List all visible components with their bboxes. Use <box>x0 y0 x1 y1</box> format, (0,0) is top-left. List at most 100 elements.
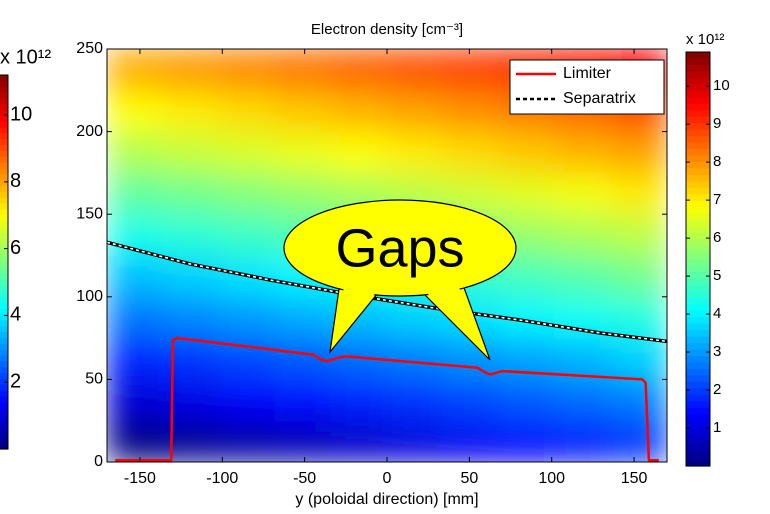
heat-cell <box>274 172 332 215</box>
colorbar-swatch <box>686 116 710 124</box>
callout: Gaps <box>283 199 517 361</box>
colorbar-swatch <box>686 323 710 331</box>
colorbar-swatch <box>686 207 710 215</box>
colorbar-swatch <box>0 186 8 193</box>
colorbar-swatch <box>0 326 8 333</box>
y-tick-label: 0 <box>94 453 103 470</box>
y-tick-label: 150 <box>76 205 103 222</box>
legend-box <box>509 59 665 115</box>
heat-cell <box>554 420 612 462</box>
heat-cell <box>386 378 444 422</box>
colorbar-tick-label: 4 <box>713 305 721 322</box>
heat-cell <box>162 213 220 256</box>
heat-cell <box>610 131 667 174</box>
chart-title: Electron density [cm⁻³] <box>311 21 463 38</box>
colorbar-swatch <box>0 92 8 99</box>
colorbar-swatch <box>0 250 8 257</box>
colorbar-swatch <box>686 440 710 448</box>
colorbar-swatch <box>0 291 8 298</box>
heat-cell <box>274 378 332 422</box>
colorbar-swatch <box>0 302 8 310</box>
heat-cell <box>610 337 667 380</box>
heat-cell <box>107 255 164 298</box>
colorbar-swatch <box>0 221 8 228</box>
heat-cell <box>162 255 220 298</box>
colorbar-swatch <box>686 149 710 157</box>
series-line-dash <box>107 241 667 343</box>
heat-cell <box>498 172 556 215</box>
colorbar-swatch <box>0 279 8 286</box>
colorbar-swatch <box>686 362 710 370</box>
heat-cell <box>386 337 444 380</box>
colorbar-swatch <box>686 181 710 189</box>
heat-cell <box>442 49 500 91</box>
colorbar-swatch <box>686 375 710 383</box>
colorbar-swatch <box>686 97 710 105</box>
heat-cell <box>330 378 388 422</box>
colorbar-swatch <box>686 433 710 441</box>
colorbar-swatch <box>686 291 710 299</box>
colorbar-swatch <box>686 317 710 325</box>
x-tick-label: 50 <box>460 470 478 487</box>
colorbar-swatch <box>0 408 8 415</box>
colorbar-swatch <box>0 150 8 158</box>
colorbar-swatch <box>686 58 710 66</box>
colorbar-swatch <box>0 373 8 380</box>
colorbar-swatch <box>0 337 8 345</box>
x-axis-label: y (poloidal direction) [mm] <box>295 491 478 508</box>
colorbar-label: x 10¹² <box>0 46 51 68</box>
colorbar-swatch <box>0 244 8 251</box>
colorbar-swatch <box>0 75 8 82</box>
heat-cell <box>218 420 276 462</box>
colorbar-tick-label: 10 <box>713 77 730 94</box>
heat-cell <box>442 89 500 133</box>
colorbar-swatch <box>686 246 710 254</box>
colorbar-swatch <box>686 64 710 73</box>
callout-joint <box>336 286 378 340</box>
heat-cell <box>610 296 667 339</box>
colorbar-swatch <box>686 252 710 260</box>
colorbar-frame <box>0 74 9 450</box>
y-tick-label: 250 <box>76 40 103 57</box>
colorbar-swatch <box>686 220 710 228</box>
colorbar-swatch <box>686 103 710 111</box>
colorbar-swatch <box>0 443 8 450</box>
colorbar-swatch <box>0 384 8 392</box>
colorbar-swatch <box>686 213 710 221</box>
colorbar-swatch <box>686 259 710 267</box>
legend-label: Separatrix <box>563 90 636 107</box>
colorbar-swatch <box>686 136 710 144</box>
heat-cell <box>554 213 612 256</box>
colorbar-swatch <box>0 349 8 357</box>
legend-label: Limiter <box>563 65 612 82</box>
colorbar-swatch <box>686 168 710 176</box>
heat-cell <box>386 89 444 133</box>
colorbar-swatch <box>0 197 8 205</box>
x-tick-label: 0 <box>383 470 392 487</box>
heat-cell <box>107 172 164 215</box>
heat-cell <box>498 131 556 174</box>
colorbar-swatch <box>0 431 8 438</box>
callout-bubble <box>283 199 517 297</box>
colorbar-swatch <box>686 343 710 351</box>
colorbar-swatch <box>0 285 8 292</box>
heat-cell <box>107 49 164 91</box>
colorbar-swatch <box>686 388 710 396</box>
heat-cell <box>218 49 276 91</box>
colorbar-swatch <box>0 297 8 304</box>
heat-cell <box>386 420 444 462</box>
colorbar-swatch <box>686 414 710 422</box>
colorbar-swatch <box>0 361 8 368</box>
x-tick-label: 150 <box>621 470 648 487</box>
heat-cell <box>610 378 667 422</box>
colorbar-swatch <box>686 310 710 318</box>
colorbar-swatch <box>0 425 8 433</box>
colorbar-swatch <box>686 356 710 364</box>
heat-cell <box>554 172 612 215</box>
colorbar-tick-label: 6 <box>10 237 21 259</box>
colorbar-tick-label: 4 <box>10 304 21 326</box>
heat-cell <box>610 172 667 215</box>
colorbar-swatch <box>686 459 710 467</box>
colorbar-swatch <box>0 256 8 263</box>
colorbar-swatch <box>686 71 710 79</box>
